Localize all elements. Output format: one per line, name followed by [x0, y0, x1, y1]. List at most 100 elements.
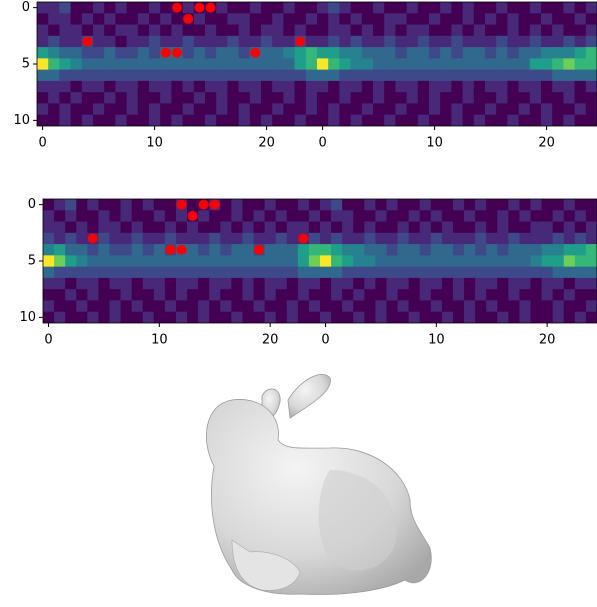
heatmap-cell: [530, 311, 542, 323]
heatmap-cell: [98, 232, 110, 245]
heatmap-cell: [384, 47, 396, 59]
heatmap-cell: [320, 221, 332, 234]
heatmap-cell: [98, 300, 110, 313]
heatmap-cell: [149, 13, 161, 25]
heatmap-cell: [115, 80, 127, 93]
heatmap-cell: [574, 221, 587, 234]
heatmap-cell: [275, 210, 288, 222]
heatmap-cell: [395, 13, 407, 25]
heatmap-cell: [464, 221, 476, 234]
heatmap-cell: [37, 114, 49, 126]
heatmap-cell: [54, 244, 66, 256]
heatmap-cell: [464, 255, 476, 268]
heatmap-cell: [142, 266, 155, 279]
heatmap-cell: [126, 58, 139, 71]
heatmap-cell: [98, 255, 110, 268]
heatmap-cell: [126, 92, 139, 104]
heatmap-cell: [452, 311, 465, 323]
heatmap-cell: [585, 92, 597, 104]
heatmap-cell: [419, 255, 432, 268]
heatmap-cell: [375, 289, 387, 301]
heatmap-cell: [261, 103, 273, 116]
heatmap-cell: [131, 266, 144, 279]
heatmap-cell: [65, 210, 77, 222]
heatmap-cell: [361, 69, 374, 82]
heatmap-cell: [541, 13, 553, 25]
heatmap-cell: [563, 277, 576, 290]
heatmap-cell: [507, 69, 519, 82]
heatmap-cell: [441, 266, 454, 279]
heatmap-cell: [519, 221, 531, 234]
heatmap-cell: [541, 266, 554, 279]
heatmap-cell: [81, 114, 94, 126]
heatmap-cell: [137, 92, 150, 104]
heatmap-cell: [552, 69, 564, 82]
heatmap-cell: [440, 80, 452, 93]
heatmap-cell: [417, 92, 430, 104]
heatmap-cell: [497, 199, 509, 211]
heatmap-cell: [283, 80, 295, 93]
heatmap-cell: [452, 277, 465, 290]
heatmap-cell: [320, 289, 332, 301]
red-dot: [187, 210, 198, 221]
heatmap-cell: [353, 277, 365, 290]
heatmap-cell: [305, 13, 318, 25]
heatmap-cell: [386, 244, 398, 256]
x-tick-label: 0: [38, 136, 46, 151]
heatmap-cell: [464, 289, 476, 301]
heatmap-cell: [275, 221, 288, 234]
heatmap-cell: [142, 311, 155, 323]
heatmap-cell: [153, 266, 166, 279]
heatmap-cell: [585, 69, 597, 82]
heatmap-cell: [109, 255, 121, 268]
heatmap-cell: [361, 80, 374, 93]
heatmap-cell: [497, 289, 509, 301]
heatmap-cell: [417, 103, 430, 116]
heatmap-cell: [361, 58, 374, 71]
heatmap-cell: [283, 2, 295, 14]
heatmap-cell: [308, 289, 321, 301]
heatmap-cell: [261, 13, 273, 25]
heatmap-cell: [328, 35, 340, 48]
heatmap-cell: [441, 221, 454, 234]
heatmap-cell: [286, 232, 299, 245]
heatmap-cell: [530, 221, 542, 234]
heatmap-cell: [286, 266, 299, 279]
heatmap-cell: [342, 289, 354, 301]
heatmap-cell: [48, 58, 60, 71]
heatmap-cell: [305, 2, 318, 14]
heatmap-cell: [342, 244, 354, 256]
heatmap-cell: [249, 58, 262, 71]
heatmap-cell: [552, 277, 565, 290]
heatmap-cell: [508, 300, 520, 313]
heatmap-cell: [497, 311, 509, 323]
heatmap-cell: [283, 103, 295, 116]
heatmap-cell: [43, 311, 55, 323]
heatmap-cell: [283, 69, 295, 82]
heatmap-cell: [205, 47, 217, 59]
heatmap-cell: [563, 266, 576, 279]
red-dot: [205, 2, 216, 13]
heatmap-cell: [120, 199, 133, 211]
heatmap-cell: [386, 255, 398, 268]
heatmap-cell: [585, 199, 597, 211]
heatmap-cell: [317, 24, 329, 37]
heatmap-cell: [462, 2, 475, 14]
heatmap-cell: [264, 289, 277, 301]
heatmap-cell: [541, 58, 553, 71]
heatmap-cell: [93, 47, 105, 59]
heatmap-cell: [216, 2, 228, 14]
heatmap-cell: [187, 221, 199, 234]
heatmap-cell: [109, 244, 121, 256]
heatmap-cell: [227, 114, 239, 126]
heatmap-cell: [361, 114, 374, 126]
heatmap-cell: [563, 244, 576, 256]
heatmap-cell: [563, 289, 576, 301]
heatmap-cell: [98, 199, 110, 211]
heatmap-cell: [386, 210, 398, 222]
heatmap-cell: [305, 58, 318, 71]
heatmap-cell: [198, 311, 210, 323]
heatmap-cell: [384, 92, 396, 104]
heatmap-cell: [408, 266, 421, 279]
heatmap-cell: [160, 114, 172, 126]
